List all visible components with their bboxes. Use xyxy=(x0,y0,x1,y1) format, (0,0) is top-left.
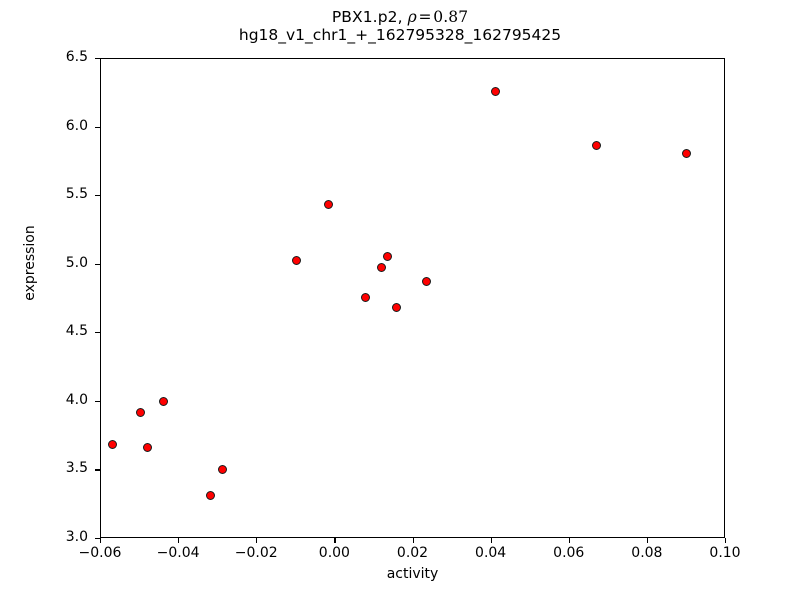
rho-symbol: ρ xyxy=(407,8,417,26)
chart-title: PBX1.p2, ρ = 0.87 hg18_v1_chr1_+_1627953… xyxy=(0,8,800,45)
x-axis-tick xyxy=(178,538,180,543)
x-axis-tick-label: 0.08 xyxy=(631,545,663,561)
data-point xyxy=(382,251,392,261)
y-axis-tick xyxy=(95,126,100,128)
y-axis-tick xyxy=(95,538,100,540)
x-axis-tick-label: 0.00 xyxy=(318,545,350,561)
y-axis-tick xyxy=(95,58,100,60)
plot-axes-frame xyxy=(100,58,725,538)
plot-data-area xyxy=(101,59,724,537)
data-point xyxy=(142,442,152,452)
x-axis-tick-label: −0.02 xyxy=(234,545,278,561)
data-point xyxy=(376,262,386,272)
x-axis-tick-label: −0.06 xyxy=(78,545,122,561)
x-axis-tick-label: 0.06 xyxy=(553,545,585,561)
y-axis-tick-label: 3.0 xyxy=(65,529,88,545)
data-point xyxy=(159,397,168,407)
y-axis-tick xyxy=(95,400,100,403)
y-axis-tick xyxy=(95,195,100,197)
y-axis-tick-label: 5.5 xyxy=(65,186,88,203)
chart-title-line-2: hg18_v1_chr1_+_162795328_162795425 xyxy=(238,26,562,45)
y-axis-label: expression xyxy=(22,225,38,301)
data-point xyxy=(291,256,301,266)
data-point xyxy=(682,149,692,159)
x-axis-tick xyxy=(100,538,102,543)
x-axis-tick xyxy=(334,538,336,543)
data-point xyxy=(108,439,118,449)
x-axis-tick-label: 0.04 xyxy=(475,545,507,561)
y-axis-tick-label: 6.5 xyxy=(65,49,88,65)
y-axis-tick xyxy=(95,469,100,471)
y-axis-tick xyxy=(95,332,100,334)
y-axis-tick-label: 4.5 xyxy=(65,323,88,340)
x-axis-tick xyxy=(412,538,414,543)
y-axis-tick-label: 5.0 xyxy=(65,254,88,271)
data-point xyxy=(421,276,431,286)
x-axis-tick xyxy=(256,538,258,543)
data-point xyxy=(491,87,501,97)
data-point xyxy=(323,199,333,209)
x-axis-tick xyxy=(568,538,570,543)
x-axis-tick xyxy=(725,538,727,543)
x-axis-label: activity xyxy=(386,566,439,582)
data-point xyxy=(392,302,402,312)
data-point xyxy=(361,293,371,303)
chart-title-line-1: PBX1.p2, ρ = 0.87 xyxy=(0,8,800,26)
x-axis-tick-label: 0.10 xyxy=(709,545,741,561)
y-axis-tick xyxy=(95,263,100,265)
y-axis-tick-label: 6.0 xyxy=(65,117,88,134)
y-axis-tick-label: 4.0 xyxy=(65,391,88,408)
y-axis-tick-label: 3.5 xyxy=(65,460,88,477)
x-axis-tick xyxy=(490,538,492,543)
x-axis-tick-label: −0.04 xyxy=(156,545,200,561)
x-axis-tick xyxy=(646,538,649,543)
chart-title-name: PBX1.p2, xyxy=(331,8,408,26)
data-point xyxy=(591,140,601,150)
data-point xyxy=(135,408,145,418)
rho-value: = 0.87 xyxy=(416,8,469,26)
x-axis-tick-label: 0.02 xyxy=(396,545,429,561)
data-point xyxy=(205,490,215,500)
data-point xyxy=(218,464,228,474)
